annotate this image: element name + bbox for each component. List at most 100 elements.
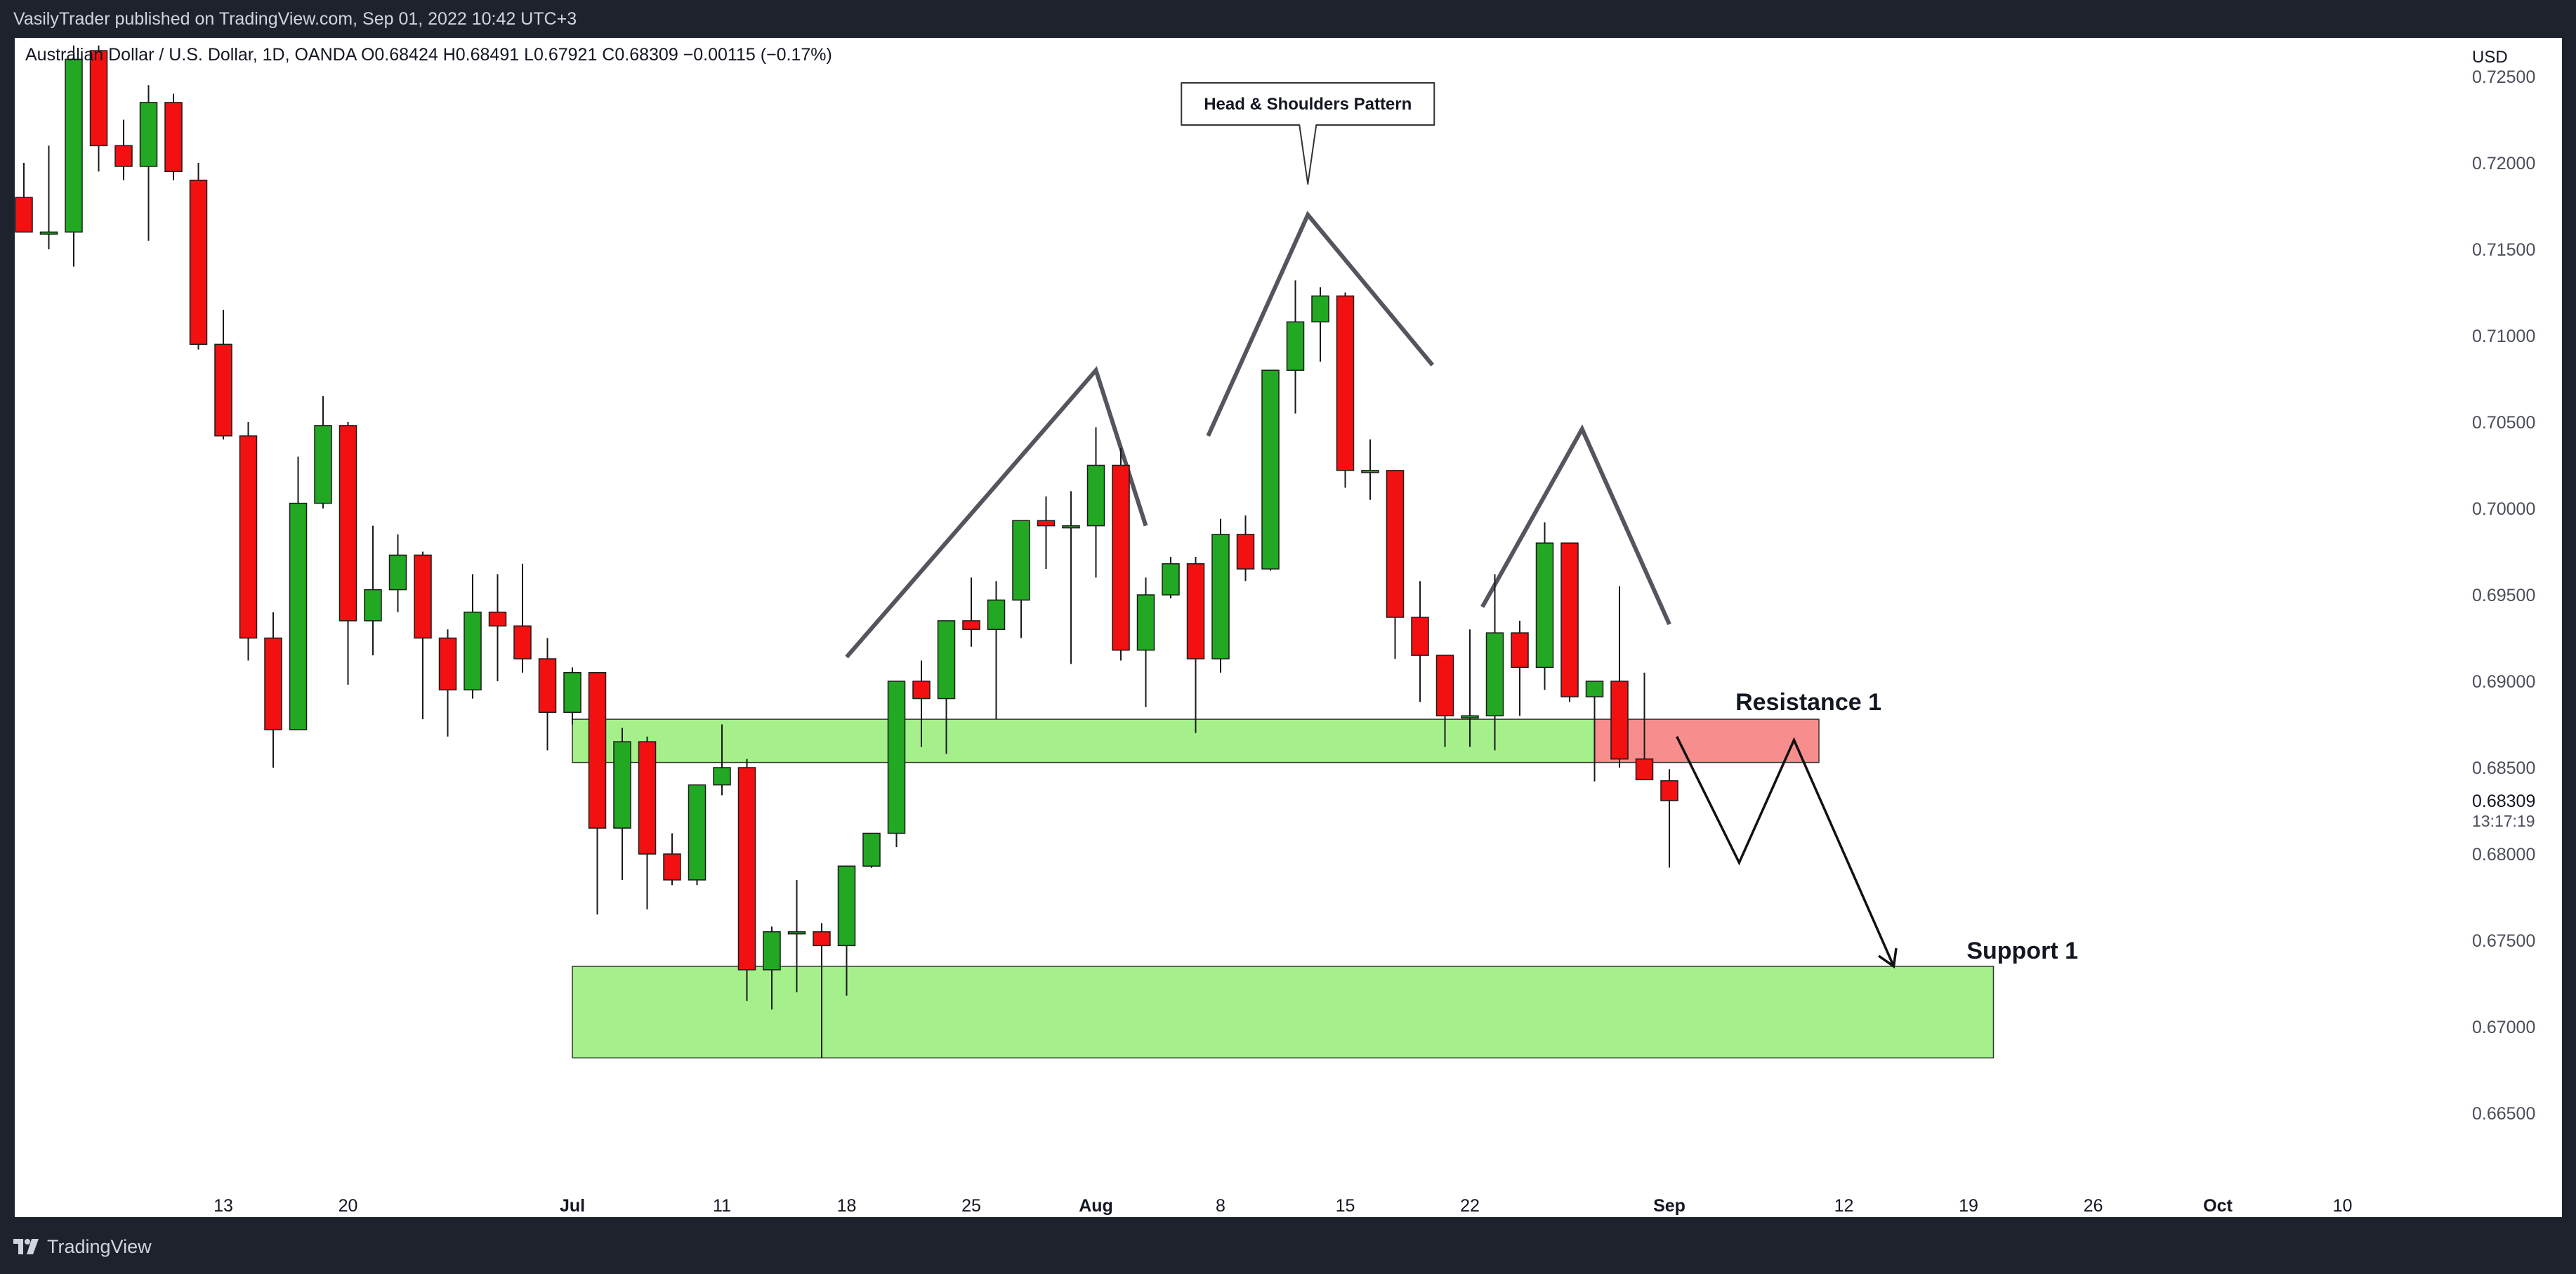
candle-body (164, 102, 183, 173)
candle (763, 926, 781, 1010)
candle-body (214, 343, 232, 437)
x-tick-label: Aug (1079, 1196, 1113, 1216)
head-line (1206, 211, 1435, 437)
y-tick-label: 0.68000 (2472, 845, 2535, 865)
x-tick-label: 25 (961, 1196, 981, 1216)
candle-body (787, 931, 806, 935)
x-tick-label: 15 (1336, 1196, 1355, 1216)
candle (1236, 515, 1255, 582)
candle-body (813, 931, 831, 947)
candle (1535, 522, 1554, 690)
candle (737, 759, 756, 1002)
candle-body (1286, 321, 1305, 371)
candle-body (1386, 470, 1405, 618)
brand-name: TradingView (47, 1235, 152, 1257)
candle (787, 879, 806, 992)
candle-body (638, 741, 657, 855)
candle-body (987, 599, 1006, 630)
candle-body (1261, 369, 1280, 570)
support-label: Support 1 (1966, 938, 2078, 964)
candle (438, 629, 457, 737)
candle-body (15, 197, 33, 233)
candle-body (588, 671, 607, 829)
candle-body (1037, 520, 1056, 527)
candle (89, 45, 108, 172)
candle-body (613, 741, 631, 829)
candle-body (1186, 563, 1205, 659)
candle-body (962, 620, 980, 630)
x-tick-label: Jul (560, 1196, 585, 1216)
x-tick-label: Sep (1653, 1196, 1685, 1216)
y-tick-label: 0.67000 (2472, 1018, 2535, 1037)
candle (613, 728, 631, 880)
candle-body (1112, 464, 1130, 651)
candle (289, 457, 308, 730)
candle (1386, 470, 1405, 659)
candle (513, 563, 532, 673)
candle-body (1461, 715, 1479, 718)
candle (1112, 447, 1130, 661)
ohlc-values: O0.68424 H0.68491 L0.67921 C0.68309 −0.0… (361, 45, 832, 65)
support-zone-lower (572, 966, 1995, 1059)
pattern-callout-text: Head & Shoulders Pattern (1204, 95, 1412, 114)
y-tick-label: 0.67500 (2472, 931, 2535, 951)
candle-body (887, 681, 906, 834)
countdown-label: 13:17:19 (2472, 812, 2535, 830)
support-zone-upper (572, 718, 1596, 763)
candle-body (1660, 780, 1678, 801)
pattern-callout-box (1181, 82, 1435, 185)
candle (214, 310, 232, 440)
x-tick-label: 8 (1216, 1196, 1225, 1216)
candle-body (1560, 542, 1579, 697)
candle-body (1411, 617, 1429, 656)
candle-body (713, 767, 731, 786)
candle (837, 865, 856, 996)
candle-body (688, 784, 707, 881)
candle (364, 525, 382, 656)
candle (164, 93, 183, 180)
price-chart[interactable]: Head & Shoulders Pattern Resistance 1 Sup… (15, 38, 2562, 1217)
y-tick-label: 0.70500 (2472, 413, 2535, 433)
candle (414, 551, 432, 720)
candle (264, 612, 282, 768)
candle-body (1211, 534, 1230, 659)
candle (1286, 280, 1305, 414)
candle (15, 163, 33, 233)
candle (314, 396, 332, 508)
candle-body (1361, 470, 1379, 473)
candle-body (1610, 681, 1629, 760)
candle-body (39, 231, 58, 235)
candle-body (1336, 295, 1355, 471)
candle-body (912, 681, 931, 700)
y-tick-label: 0.71500 (2472, 240, 2535, 260)
candle-body (1635, 758, 1654, 780)
candle-body (1585, 681, 1604, 697)
candle (1336, 292, 1355, 488)
x-tick-label: 26 (2084, 1196, 2103, 1216)
publish-info: VasilyTrader published on TradingView.co… (13, 9, 577, 29)
y-tick-label: 0.72500 (2472, 67, 2535, 87)
candle-body (1162, 563, 1180, 596)
candle-body (438, 637, 457, 691)
x-tick-label: 20 (339, 1196, 358, 1216)
candle (987, 581, 1006, 720)
y-tick-label: 0.71000 (2472, 327, 2535, 346)
y-tick-label: 0.66500 (2472, 1104, 2535, 1124)
candle-body (862, 832, 881, 867)
candle (39, 145, 58, 249)
candle (65, 45, 83, 267)
candle (1435, 655, 1454, 747)
candle (488, 574, 507, 681)
candle-body (1012, 520, 1030, 601)
candle (563, 667, 581, 725)
last-price-label: 0.68309 (2472, 792, 2535, 811)
candle (538, 638, 557, 751)
candle (1610, 586, 1629, 768)
candle-body (1311, 295, 1329, 323)
candle-body (264, 637, 282, 730)
candle (1211, 518, 1230, 673)
x-tick-label: 19 (1959, 1196, 1978, 1216)
chart-area[interactable]: Head & Shoulders Pattern Resistance 1 Sup… (15, 38, 2562, 1217)
tradingview-logo[interactable]: TradingView (13, 1233, 152, 1261)
candle-body (339, 425, 357, 622)
